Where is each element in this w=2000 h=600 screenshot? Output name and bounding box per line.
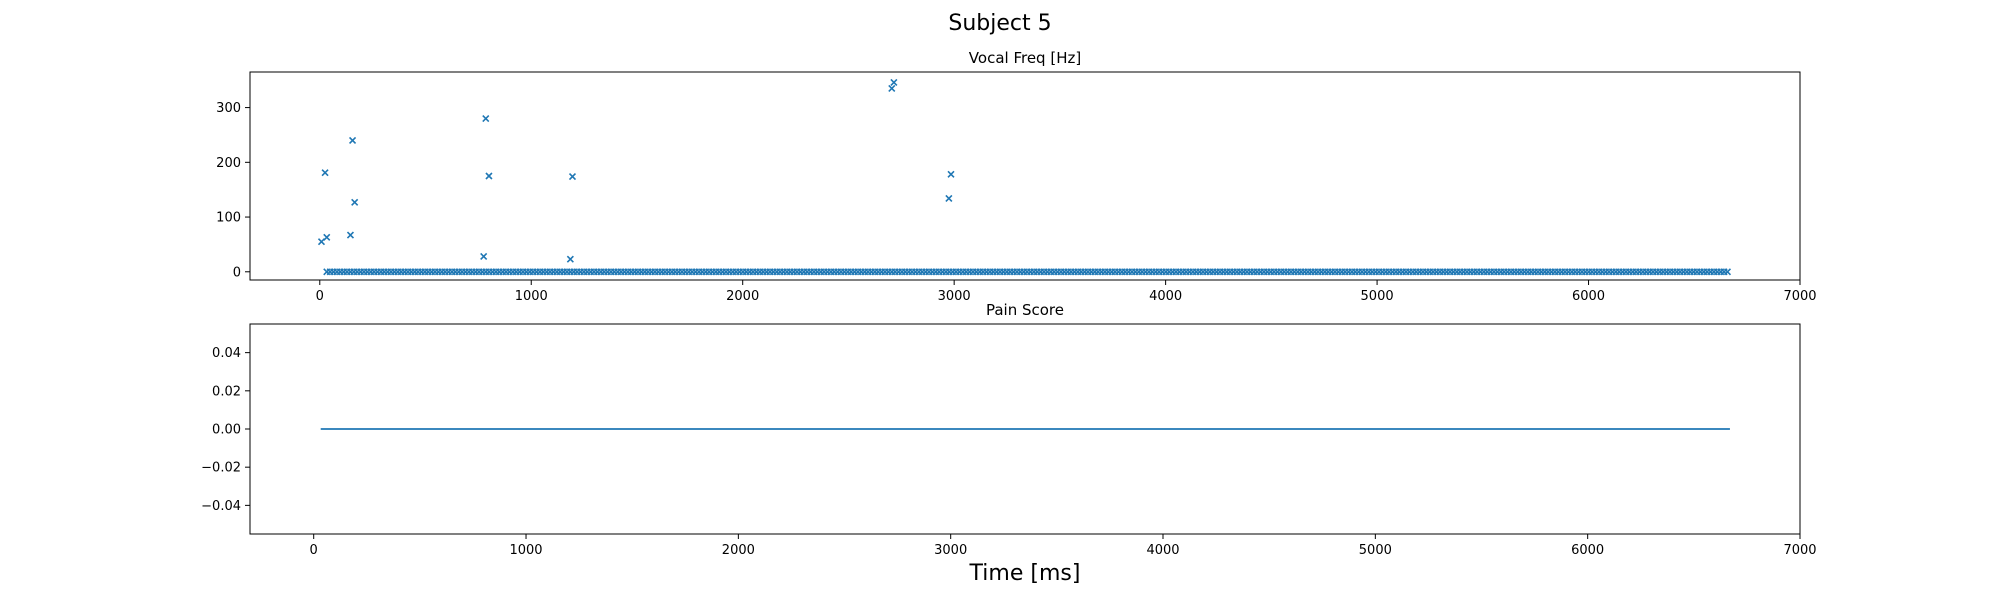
scatter-point xyxy=(482,114,490,123)
x-tick-label: 1000 xyxy=(515,289,548,304)
y-tick-label: 300 xyxy=(216,101,241,116)
subplot-vocal-freq: Vocal Freq [Hz] 0 1000 2000 3000 4000 5000 600… xyxy=(216,49,1816,304)
axes-frame-vocal-freq xyxy=(249,71,1801,281)
subplot-title-vocal-freq: Vocal Freq [Hz] xyxy=(969,49,1081,67)
subplot-pain-score: Pain Score 0 1000 2000 3000 4000 5000 6000 7000… xyxy=(201,301,1816,558)
scatter-point xyxy=(890,78,898,86)
subplot-title-pain-score: Pain Score xyxy=(986,301,1064,319)
x-tick-label: 0 xyxy=(316,289,324,304)
scatter-point xyxy=(346,231,355,239)
scatter-point xyxy=(945,194,953,203)
y-tick-label: 200 xyxy=(216,156,241,171)
y-axis-vocal-freq: 0 100 200 300 xyxy=(216,101,250,280)
x-tick-label: 2000 xyxy=(722,543,755,558)
x-tick-label: 7000 xyxy=(1783,289,1816,304)
figure-title: Subject 5 xyxy=(948,11,1051,36)
scatter-point xyxy=(888,84,896,92)
scatter-point xyxy=(480,252,488,261)
scatter-point xyxy=(351,198,359,206)
x-axis-pain-score: 0 1000 2000 3000 4000 5000 6000 7000 xyxy=(310,534,1817,558)
y-tick-label: −0.02 xyxy=(201,461,241,476)
x-tick-label: 7000 xyxy=(1783,543,1816,558)
x-tick-label: 1000 xyxy=(509,543,542,558)
x-tick-label: 5000 xyxy=(1361,289,1394,304)
x-tick-label: 0 xyxy=(310,543,318,558)
scatter-point xyxy=(566,255,574,263)
x-tick-label: 6000 xyxy=(1571,543,1604,558)
x-tick-label: 4000 xyxy=(1146,543,1179,558)
scatter-marks xyxy=(317,78,1732,276)
x-tick-label: 3000 xyxy=(938,289,971,304)
scatter-point xyxy=(947,170,955,178)
x-tick-label: 3000 xyxy=(934,543,967,558)
y-tick-label: −0.04 xyxy=(201,499,241,514)
scatter-point xyxy=(321,169,329,177)
scatter-point xyxy=(348,136,357,144)
y-tick-label: 100 xyxy=(216,211,241,226)
x-tick-label: 5000 xyxy=(1359,543,1392,558)
scatter-point xyxy=(485,172,493,180)
x-tick-label: 2000 xyxy=(726,289,759,304)
y-tick-label: 0.00 xyxy=(212,423,241,438)
y-tick-label: 0.04 xyxy=(212,346,241,361)
x-tick-label: 4000 xyxy=(1149,289,1182,304)
x-axis-vocal-freq: 0 1000 2000 3000 4000 5000 6000 7000 xyxy=(316,280,1817,304)
scatter-point xyxy=(1723,268,1732,276)
scatter-point xyxy=(568,172,577,181)
y-tick-label: 0 xyxy=(233,265,241,280)
y-tick-label: 0.02 xyxy=(212,384,241,399)
x-axis-label: Time [ms] xyxy=(969,561,1081,586)
scatter-point xyxy=(323,233,331,241)
y-axis-pain-score: −0.04 −0.02 0.00 0.02 0.04 xyxy=(201,346,250,514)
x-tick-label: 6000 xyxy=(1572,289,1605,304)
